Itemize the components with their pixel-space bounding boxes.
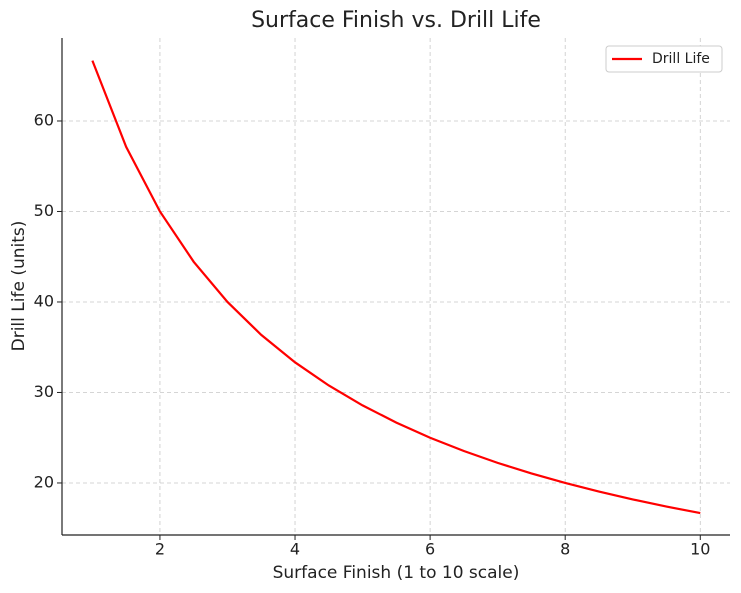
x-tick-label: 2 [155,540,165,559]
y-tick-label: 30 [34,382,54,401]
x-tick-label: 6 [425,540,435,559]
x-tick-label: 8 [560,540,570,559]
chart-title: Surface Finish vs. Drill Life [251,8,541,33]
x-tick-label: 10 [690,540,710,559]
y-tick-label: 60 [34,110,54,129]
legend-label: Drill Life [652,51,710,67]
y-tick-label: 40 [34,291,54,310]
y-axis-label: Drill Life (units) [9,221,29,352]
y-tick-label: 50 [34,201,54,220]
y-tick-label: 20 [34,472,54,491]
x-tick-label: 4 [290,540,300,559]
line-series [91,60,701,515]
x-axis-label: Surface Finish (1 to 10 scale) [273,563,520,583]
legend-box [605,45,723,73]
